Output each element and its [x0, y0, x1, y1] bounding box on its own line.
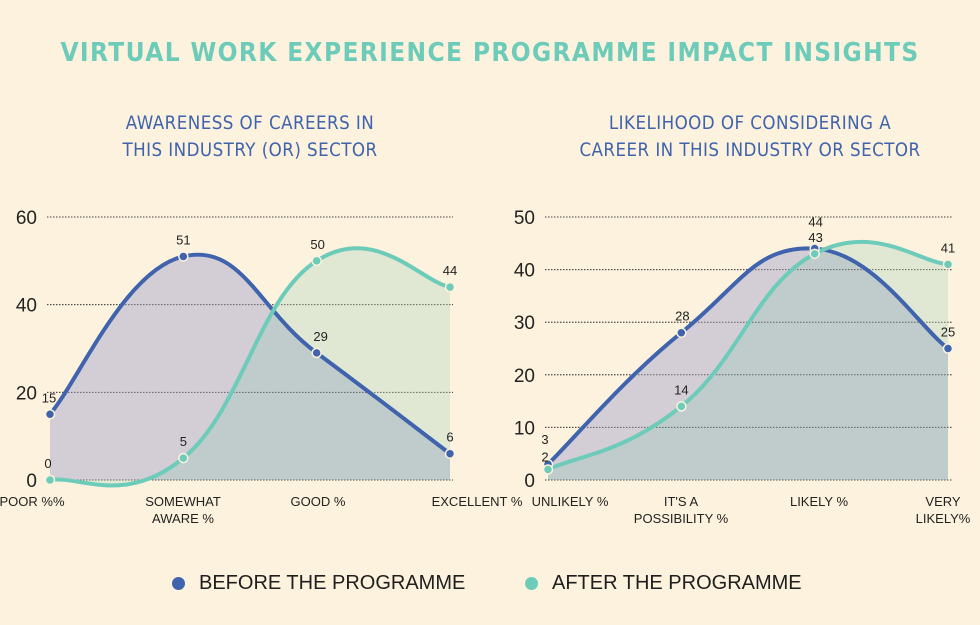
chart-title-line: AWARENESS OF CAREERS IN — [125, 112, 375, 134]
data-label-before: 28 — [675, 309, 689, 324]
point-before — [676, 327, 687, 338]
data-label-before: 25 — [941, 325, 955, 340]
point-before — [178, 251, 189, 262]
data-label-before: 3 — [541, 432, 548, 447]
chart-title-line: LIKELIHOOD OF CONSIDERING A — [608, 112, 892, 134]
point-before — [942, 343, 954, 354]
line-after — [48, 246, 452, 488]
data-label-after: 0 — [44, 456, 51, 471]
data-label-before: 44 — [808, 215, 822, 230]
line-after — [546, 239, 950, 472]
data-label-before: 51 — [176, 232, 190, 247]
data-label-after: 14 — [674, 382, 688, 397]
legend-item-before: BEFORE THE PROGRAMME — [172, 572, 465, 595]
data-label-after: 50 — [310, 237, 324, 252]
legend-marker-after — [525, 577, 538, 590]
data-label-after: 2 — [541, 449, 548, 464]
x-tick-label: LIKELY % — [790, 494, 848, 509]
legend-label-after: AFTER THE PROGRAMME — [552, 572, 802, 594]
point-before — [444, 448, 456, 459]
chart-title-awareness: AWARENESS OF CAREERS IN THIS INDUSTRY (O… — [48, 110, 453, 164]
x-tick-label: AWARE % — [152, 511, 214, 526]
legend-label-before: BEFORE THE PROGRAMME — [199, 572, 466, 594]
x-tick-label: VERY — [925, 494, 960, 509]
point-after — [44, 474, 56, 486]
data-label-before: 6 — [446, 430, 453, 445]
point-after — [444, 281, 456, 293]
point-after — [676, 401, 687, 412]
y-tick-label: 40 — [16, 296, 37, 317]
x-tick-label: IT'S A — [664, 494, 699, 509]
point-before — [311, 347, 322, 359]
data-label-before: 15 — [42, 390, 56, 405]
main-title: VIRTUAL WORK EXPERIENCE PROGRAMME IMPACT… — [60, 38, 920, 68]
x-tick-label: UNLIKELY % — [532, 494, 609, 509]
chart-title-likelihood: LIKELIHOOD OF CONSIDERING A CAREER IN TH… — [534, 110, 965, 164]
y-tick-label: 0 — [524, 471, 535, 492]
y-tick-label: 40 — [514, 261, 535, 282]
point-after — [311, 255, 322, 267]
y-tick-label: 50 — [514, 208, 535, 229]
point-before — [44, 409, 56, 420]
point-after — [942, 259, 954, 270]
y-tick-label: 20 — [16, 383, 37, 404]
line-before — [48, 252, 452, 456]
x-tick-label: EXCELLENT % — [432, 494, 523, 509]
point-after — [178, 452, 189, 464]
legend-marker-before — [172, 577, 185, 590]
chart-title-line: THIS INDUSTRY (OR) SECTOR — [122, 139, 378, 161]
y-tick-label: 0 — [26, 471, 37, 492]
point-after — [809, 248, 820, 260]
data-label-after: 5 — [180, 434, 187, 449]
point-after — [542, 464, 554, 475]
chart-likelihood: 0 10 20 30 40 50 3 28 44 25 2 14 43 41 UNLIKELY % IT'S … — [514, 208, 971, 526]
x-tick-label: POOR %% — [0, 494, 65, 509]
y-tick-label: 10 — [514, 418, 535, 439]
y-tick-label: 20 — [514, 366, 535, 387]
data-label-after: 41 — [941, 240, 955, 255]
y-tick-label: 60 — [16, 208, 37, 229]
legend-item-after: AFTER THE PROGRAMME — [525, 572, 802, 595]
x-tick-label: POSSIBILITY % — [634, 511, 729, 526]
data-label-before: 29 — [313, 329, 327, 344]
chart-title-line: CAREER IN THIS INDUSTRY OR SECTOR — [579, 139, 921, 161]
y-tick-label: 30 — [514, 313, 535, 334]
x-tick-label: SOMEWHAT — [145, 494, 221, 509]
data-label-after: 44 — [443, 263, 457, 278]
line-before — [546, 246, 950, 467]
data-label-after: 43 — [808, 230, 822, 245]
x-tick-label: LIKELY% — [916, 511, 971, 526]
x-tick-label: GOOD % — [291, 494, 346, 509]
